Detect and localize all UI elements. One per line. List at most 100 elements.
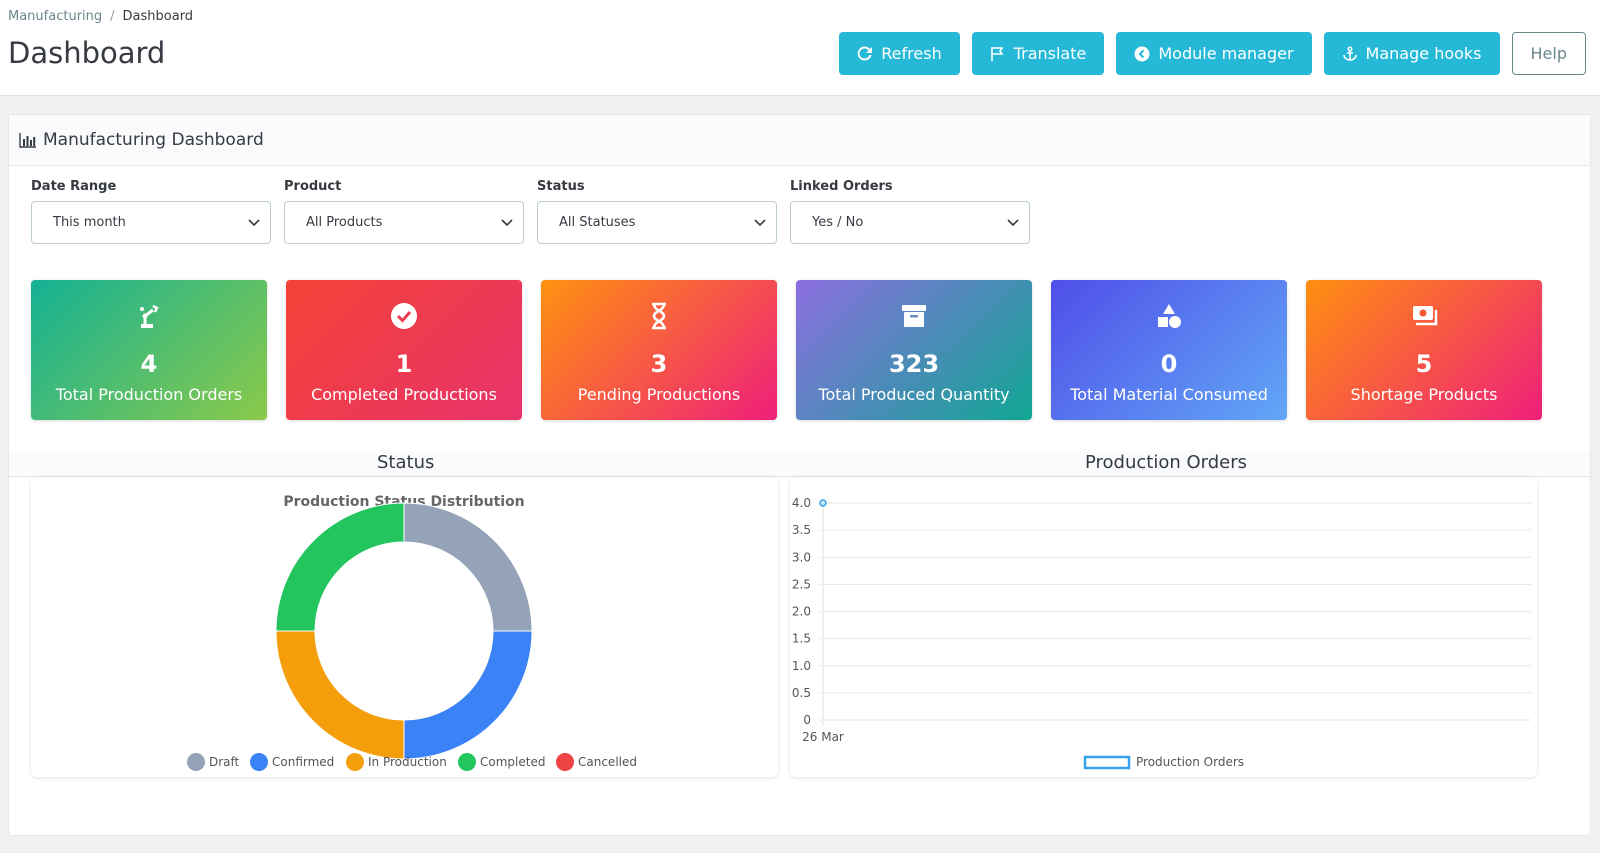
y-tick-label: 0 <box>803 713 811 727</box>
legend-label: In Production <box>368 755 447 769</box>
breadcrumb-current: Dashboard <box>122 9 194 24</box>
product-filter: Product All Products <box>284 179 524 244</box>
stat-card-completed-productions: 1 Completed Productions <box>286 280 522 420</box>
donut-slice-draft[interactable] <box>403 502 533 632</box>
stat-value: 323 <box>888 350 940 378</box>
product-select[interactable]: All Products <box>284 201 524 244</box>
status-select[interactable]: All Statuses <box>537 201 777 244</box>
y-tick-label: 1.0 <box>792 659 811 673</box>
arrow-circle-left-icon <box>1134 46 1150 61</box>
refresh-button[interactable]: Refresh <box>839 32 960 75</box>
legend-swatch <box>556 753 574 771</box>
breadcrumb: Manufacturing / Dashboard <box>8 9 193 24</box>
refresh-icon <box>857 46 873 61</box>
chevron-down-icon <box>248 218 260 226</box>
y-tick-label: 4.0 <box>792 496 811 510</box>
legend-item-confirmed[interactable]: Confirmed <box>250 753 334 771</box>
legend-label: Completed <box>480 755 545 769</box>
legend-swatch <box>187 753 205 771</box>
refresh-label: Refresh <box>881 44 942 63</box>
chevron-down-icon <box>1007 218 1019 226</box>
y-tick-label: 2.5 <box>792 577 811 591</box>
manage-hooks-button[interactable]: Manage hooks <box>1323 32 1500 75</box>
stat-value: 5 <box>1415 350 1433 378</box>
dashboard-panel: Manufacturing Dashboard Date Range This … <box>8 114 1591 836</box>
translate-button[interactable]: Translate <box>971 32 1105 75</box>
stat-value: 3 <box>650 350 668 378</box>
y-tick-label: 3.0 <box>792 550 811 564</box>
flag-icon <box>990 46 1004 61</box>
stat-label: Total Material Consumed <box>1070 385 1268 404</box>
shapes-icon <box>1158 304 1181 328</box>
legend-item-production-orders[interactable]: Production Orders <box>1083 755 1244 770</box>
date-range-select[interactable]: This month <box>31 201 271 244</box>
stat-card-shortage-products: 5 Shortage Products <box>1306 280 1542 420</box>
help-button[interactable]: Help <box>1511 32 1586 75</box>
date-range-label: Date Range <box>31 179 117 194</box>
legend-item-in-production[interactable]: In Production <box>346 753 447 771</box>
module-manager-button[interactable]: Module manager <box>1116 32 1312 75</box>
status-doughnut-chart: Production Status Distribution Draft Conf… <box>187 494 637 771</box>
y-tick-label: 0.5 <box>792 686 811 700</box>
stat-value: 0 <box>1160 350 1178 378</box>
chart-section-bar <box>9 450 1590 477</box>
stat-label: Completed Productions <box>311 385 497 404</box>
hourglass-icon <box>652 302 666 330</box>
legend-label: Confirmed <box>272 755 334 769</box>
production-orders-chart-card: 0 0.5 1.0 1.5 2.0 2.5 3.0 3.5 4.0 26 Mar Producti… <box>790 477 1537 777</box>
panel-title: Manufacturing Dashboard <box>43 130 264 150</box>
chevron-down-icon <box>754 218 766 226</box>
date-range-filter: Date Range This month <box>31 179 271 244</box>
y-tick-label: 2.0 <box>792 605 811 619</box>
linked-orders-select[interactable]: Yes / No <box>790 201 1030 244</box>
legend-swatch <box>458 753 476 771</box>
legend-item-draft[interactable]: Draft <box>187 753 240 771</box>
legend-label: Cancelled <box>578 755 637 769</box>
stat-label: Total Production Orders <box>55 385 243 404</box>
manage-hooks-label: Manage hooks <box>1365 44 1482 63</box>
translate-label: Translate <box>1013 44 1087 63</box>
check-circle-icon <box>391 303 417 329</box>
stat-card-pending-productions: 3 Pending Productions <box>541 280 777 420</box>
breadcrumb-parent[interactable]: Manufacturing <box>8 9 103 24</box>
stat-card-total-production-orders: 4 Total Production Orders <box>31 280 267 420</box>
legend-swatch <box>346 753 364 771</box>
stat-cards: 4 Total Production Orders 1 Completed Pr… <box>31 280 1542 420</box>
y-tick-label: 3.5 <box>792 523 811 537</box>
anchor-icon <box>1342 45 1357 61</box>
module-manager-label: Module manager <box>1158 44 1294 63</box>
status-label: Status <box>537 179 585 194</box>
status-chart-card: Production Status Distribution Draft Conf… <box>31 477 778 777</box>
linked-orders-filter: Linked Orders Yes / No <box>790 179 1030 244</box>
product-value: All Products <box>306 215 383 230</box>
stat-card-total-produced-quantity: 323 Total Produced Quantity <box>796 280 1032 420</box>
legend-label: Production Orders <box>1136 755 1244 769</box>
legend-swatch <box>250 753 268 771</box>
filters: Date Range This month Product All Produc… <box>31 179 1030 244</box>
legend-item-completed[interactable]: Completed <box>458 753 545 771</box>
legend-swatch <box>1083 755 1131 770</box>
money-bill-icon <box>1413 306 1438 326</box>
product-label: Product <box>284 179 342 194</box>
linked-orders-label: Linked Orders <box>790 179 893 194</box>
chart-title: Production Status Distribution <box>283 494 524 510</box>
data-point[interactable] <box>819 499 827 507</box>
stat-value: 1 <box>395 350 413 378</box>
date-range-value: This month <box>53 215 126 230</box>
y-tick-label: 1.5 <box>792 632 811 646</box>
page-title: Dashboard <box>8 36 166 70</box>
donut-slice-completed[interactable] <box>275 502 405 632</box>
legend-item-cancelled[interactable]: Cancelled <box>556 753 637 771</box>
status-section-title: Status <box>377 452 435 473</box>
breadcrumb-separator: / <box>110 9 115 24</box>
legend-label: Draft <box>209 755 240 769</box>
stat-label: Pending Productions <box>577 385 741 404</box>
donut-slice-in-production[interactable] <box>275 630 405 760</box>
status-value: All Statuses <box>559 215 636 230</box>
stat-label: Shortage Products <box>1350 385 1498 404</box>
toolbar: Refresh Translate Module manager Manage … <box>839 32 1586 75</box>
production-orders-section-title: Production Orders <box>1085 452 1248 473</box>
donut-slice-confirmed[interactable] <box>403 630 533 760</box>
linked-orders-value: Yes / No <box>812 215 864 230</box>
archive-icon <box>902 305 926 327</box>
